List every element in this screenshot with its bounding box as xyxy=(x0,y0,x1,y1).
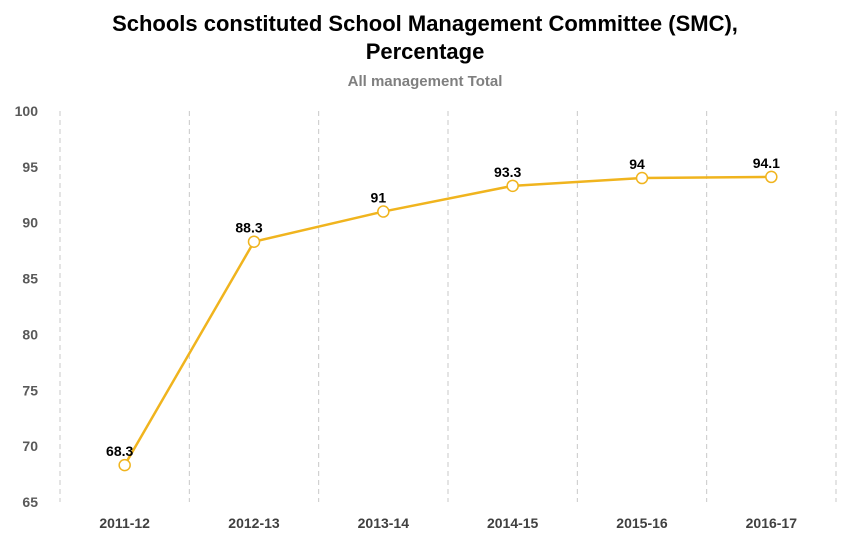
data-point xyxy=(506,179,519,193)
chart-title: Schools constituted School Management Co… xyxy=(0,10,850,66)
data-label: 68.3 xyxy=(106,443,133,459)
x-tick-label: 2016-17 xyxy=(746,515,798,531)
data-label: 94 xyxy=(629,156,645,172)
data-point xyxy=(118,458,131,472)
series-line xyxy=(123,175,772,466)
x-tick-label: 2015-16 xyxy=(616,515,668,531)
data-point xyxy=(377,205,390,218)
y-tick-label: 100 xyxy=(15,103,39,119)
data-point xyxy=(635,171,649,185)
data-point xyxy=(247,235,261,248)
y-tick-label: 90 xyxy=(22,215,38,231)
x-tick-label: 2011-12 xyxy=(99,515,150,531)
y-axis: 65 70 75 80 85 90 95 100 xyxy=(15,103,39,510)
x-tick-label: 2014-15 xyxy=(487,515,539,531)
data-label: 93.3 xyxy=(494,164,521,180)
chart-title-line-2: Percentage xyxy=(365,39,485,64)
data-point xyxy=(765,170,778,184)
y-tick-label: 80 xyxy=(22,326,38,342)
data-label: 91 xyxy=(371,190,387,206)
y-tick-label: 95 xyxy=(22,159,38,175)
y-tick-label: 75 xyxy=(22,382,38,398)
x-tick-label: 2013-14 xyxy=(358,515,410,531)
series-line-group xyxy=(118,170,778,472)
x-tick-label: 2012-13 xyxy=(228,515,280,531)
data-labels: 68.3 88.3 91 93.3 94 94.1 xyxy=(106,155,780,459)
y-tick-label: 65 xyxy=(22,494,38,510)
chart-subtitle: All management Total xyxy=(347,73,503,90)
y-tick-label: 85 xyxy=(22,271,38,287)
chart-title-line-1: Schools constituted School Management Co… xyxy=(112,11,738,36)
x-axis: 2011-12 2012-13 2013-14 2014-15 2015-16 2016-… xyxy=(99,515,797,531)
grid-lines xyxy=(59,111,837,502)
y-tick-label: 70 xyxy=(22,438,38,454)
data-label: 94.1 xyxy=(753,155,780,171)
data-label: 88.3 xyxy=(235,220,262,236)
